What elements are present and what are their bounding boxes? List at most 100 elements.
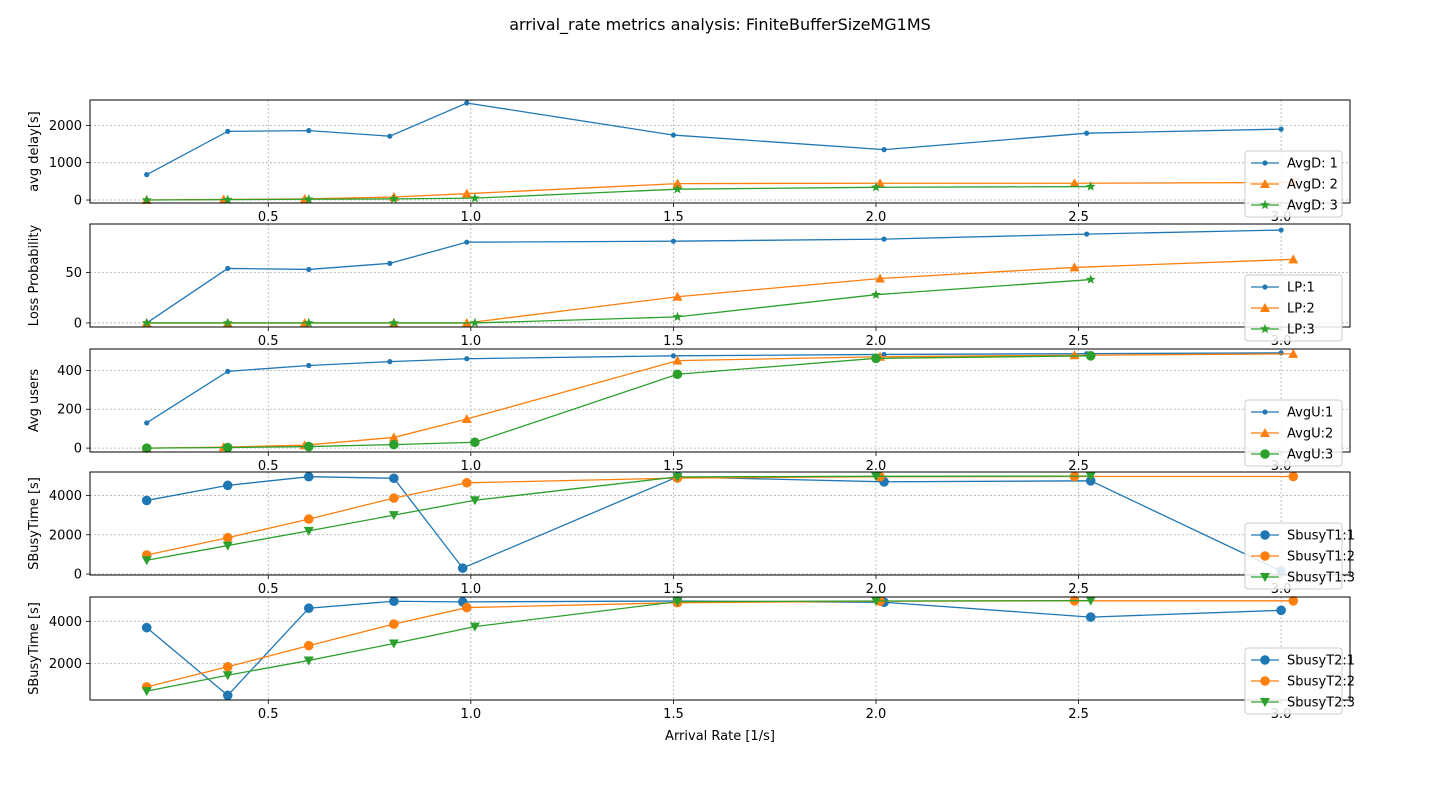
- legend-label: SbusyT1:1: [1287, 529, 1355, 544]
- series-sbusyt1-1: [141, 471, 1286, 576]
- x-tick-label: 1.0: [460, 334, 481, 349]
- data-point: [672, 369, 683, 380]
- subplot-2: 0.51.01.52.02.53.0050Loss Probability: [27, 223, 1351, 349]
- legend-marker: [1260, 573, 1270, 582]
- y-tick-label: 0: [74, 316, 82, 331]
- legend-marker: [1260, 323, 1270, 334]
- data-point: [1288, 596, 1299, 606]
- data-point: [303, 471, 314, 482]
- legend-marker: [1260, 655, 1270, 665]
- series-avgd-1: [144, 100, 1284, 178]
- legend-marker: [1260, 530, 1270, 540]
- series-lp-3: [141, 274, 1096, 328]
- data-point: [461, 602, 472, 613]
- data-point: [1085, 351, 1096, 361]
- data-point: [222, 442, 233, 453]
- y-axis-label: Avg users: [27, 369, 42, 433]
- data-point: [672, 311, 683, 322]
- data-point: [389, 473, 399, 484]
- y-tick-label: 4000: [49, 489, 82, 504]
- y-tick-label: 2000: [49, 657, 82, 672]
- legend-marker: [1262, 160, 1268, 166]
- data-point: [875, 178, 886, 188]
- legend-box: [1244, 150, 1343, 218]
- data-point: [464, 100, 470, 106]
- series-line: [146, 278, 1091, 324]
- data-point: [1288, 471, 1299, 482]
- data-point: [225, 128, 231, 134]
- data-point: [303, 526, 314, 536]
- series-avgd-3: [141, 181, 1096, 205]
- data-point: [672, 183, 683, 194]
- x-tick-label: 1.0: [460, 210, 481, 225]
- y-tick-label: 400: [57, 364, 82, 379]
- x-tick-label: 1.0: [460, 707, 481, 722]
- legend-label: AvgU:3: [1287, 448, 1333, 463]
- data-point: [670, 238, 677, 244]
- y-tick-label: 2000: [49, 119, 82, 134]
- data-point: [222, 690, 233, 701]
- data-point: [464, 239, 470, 245]
- data-point: [870, 597, 881, 607]
- x-tick-label: 1.5: [663, 210, 684, 225]
- x-tick-label: 0.5: [258, 707, 279, 722]
- legend-label: SbusyT2:1: [1287, 654, 1355, 669]
- data-point: [1069, 178, 1080, 188]
- x-tick-label: 2.0: [866, 707, 887, 722]
- data-point: [303, 656, 314, 666]
- x-tick-label: 2.5: [1068, 707, 1089, 722]
- data-point: [303, 640, 314, 651]
- legend-label: SbusyT2:2: [1287, 675, 1355, 690]
- x-tick-label: 1.0: [460, 459, 481, 474]
- data-point: [389, 493, 399, 503]
- axes-frame: [89, 348, 1351, 453]
- data-point: [464, 356, 470, 362]
- y-axis-label: Loss Probability: [27, 225, 42, 327]
- data-point: [389, 439, 399, 450]
- data-point: [469, 317, 480, 328]
- legend-label: LP:3: [1287, 323, 1315, 338]
- x-tick-label: 2.0: [866, 459, 887, 474]
- data-point: [461, 413, 472, 423]
- series-line: [146, 185, 1091, 201]
- series-sbusyt2-3: [141, 596, 1096, 697]
- data-point: [457, 563, 468, 573]
- data-point: [871, 289, 881, 299]
- legend-label: SbusyT1:2: [1287, 550, 1355, 565]
- x-tick-label: 1.5: [663, 582, 684, 597]
- legend-label: AvgU:1: [1287, 406, 1333, 421]
- data-point: [1278, 227, 1284, 233]
- data-point: [469, 622, 480, 632]
- data-point: [1288, 254, 1299, 264]
- data-point: [1276, 605, 1286, 616]
- y-tick-label: 0: [74, 568, 82, 583]
- x-tick-label: 2.5: [1068, 210, 1089, 225]
- data-point: [222, 671, 233, 681]
- data-point: [306, 128, 312, 134]
- data-point: [1069, 350, 1080, 360]
- x-tick-label: 0.5: [258, 210, 279, 225]
- data-point: [222, 317, 233, 328]
- data-point: [875, 273, 886, 283]
- data-point: [389, 619, 399, 629]
- legend-box: [1244, 399, 1343, 467]
- y-axis-label: SBusyTime [s]: [27, 602, 42, 695]
- data-point: [141, 687, 152, 697]
- data-point: [1085, 596, 1096, 606]
- legend-marker: [1262, 409, 1268, 415]
- y-tick-label: 0: [74, 194, 82, 209]
- x-axis-label: Arrival Rate [1/s]: [665, 729, 775, 744]
- legend-marker: [1260, 303, 1270, 312]
- x-tick-label: 0.5: [258, 459, 279, 474]
- data-point: [881, 236, 887, 242]
- data-point: [672, 355, 683, 365]
- legend-label: SbusyT2:3: [1287, 696, 1355, 711]
- x-tick-label: 0.5: [258, 334, 279, 349]
- series-avgu-3: [141, 351, 1096, 453]
- x-tick-label: 1.5: [663, 707, 684, 722]
- data-point: [144, 420, 150, 426]
- legend-5: SbusyT2:1 SbusyT2:2 SbusyT2:3: [1244, 647, 1355, 715]
- axes-frame: [89, 596, 1351, 701]
- y-axis-label: avg delay[s]: [27, 111, 42, 191]
- data-point: [222, 541, 233, 551]
